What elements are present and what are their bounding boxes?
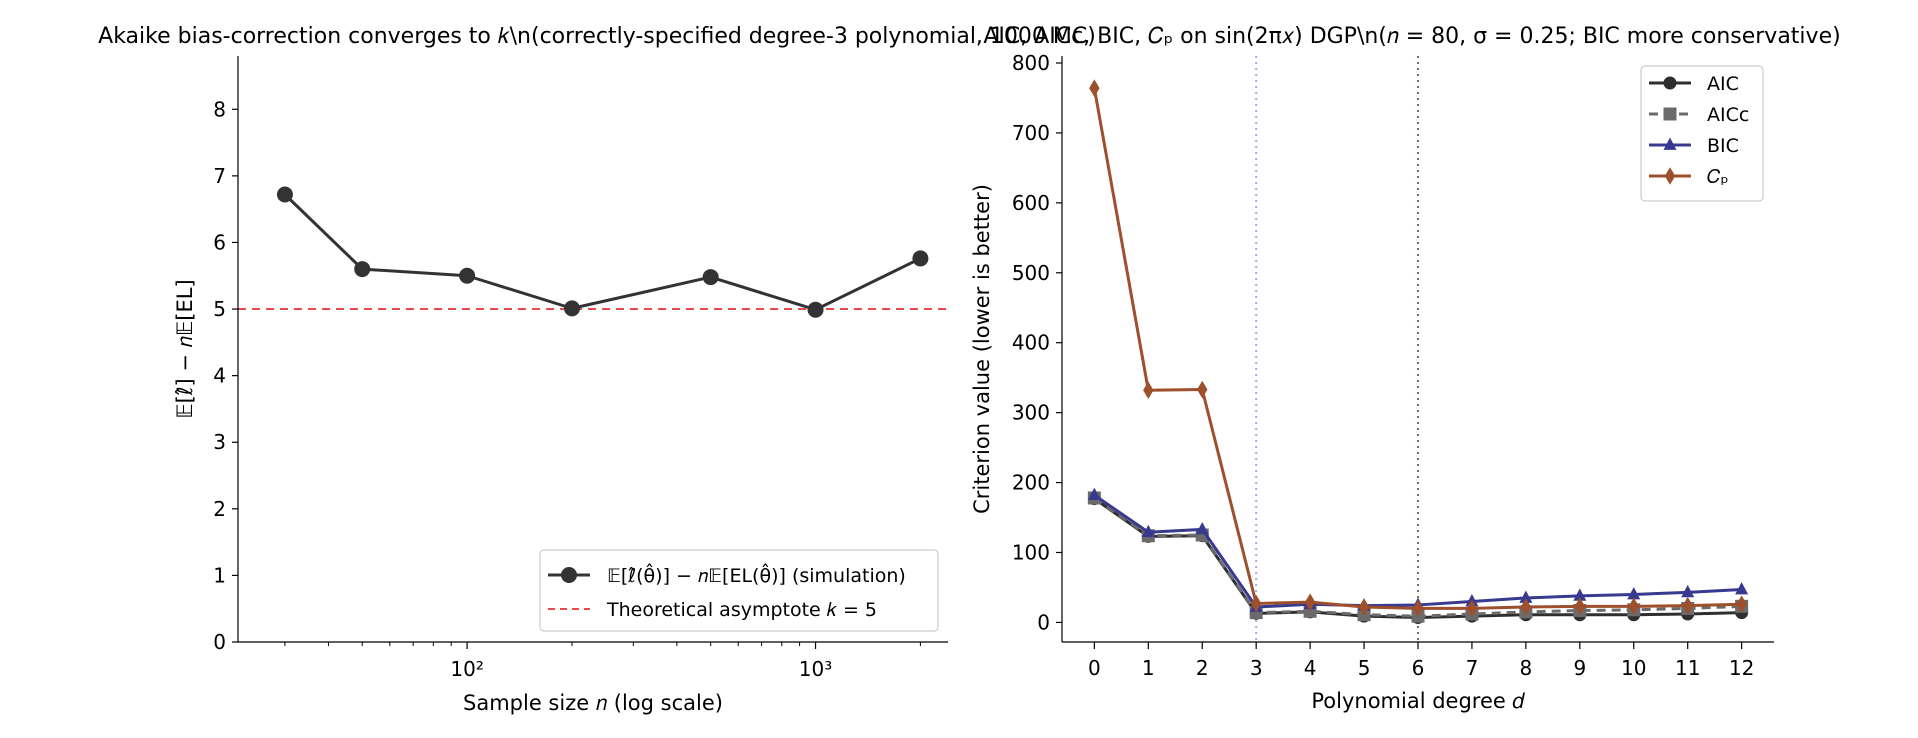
right-x-axis-label: Polynomial degree 𝑑 bbox=[1311, 689, 1525, 713]
simulation-point bbox=[459, 267, 476, 284]
simulation-point bbox=[702, 269, 719, 286]
left-legend-sim-label: 𝔼[ℓ̂(θ̂)] − 𝑛𝔼[EL(θ̂)] (simulation) bbox=[607, 563, 906, 587]
legend-cp-label: 𝐶ₚ bbox=[1707, 166, 1729, 188]
bic-point bbox=[1681, 584, 1695, 598]
cp-point bbox=[1412, 599, 1424, 618]
right-x-tick-label: 11 bbox=[1675, 656, 1700, 680]
legend-aic-label: AIC bbox=[1707, 73, 1739, 95]
bic-point bbox=[1195, 521, 1209, 535]
left-y-tick-label: 6 bbox=[213, 230, 226, 254]
bic-point bbox=[1087, 487, 1101, 501]
right-x-tick-label: 12 bbox=[1729, 656, 1754, 680]
right-y-axis-label: Criterion value (lower is better) bbox=[970, 184, 994, 514]
left-y-ticks: 0 1 2 3 4 5 6 7 8 bbox=[213, 97, 238, 654]
cp-point bbox=[1520, 598, 1532, 616]
left-y-tick-label: 8 bbox=[213, 97, 226, 121]
right-y-tick-label: 800 bbox=[1012, 51, 1050, 75]
right-x-tick-label: 2 bbox=[1196, 656, 1209, 680]
left-y-tick-label: 5 bbox=[213, 297, 226, 321]
bic-point bbox=[1735, 582, 1749, 595]
right-chart-title: AIC, AICc, BIC, 𝐶ₚ on sin(2π𝑥) DGP\n(𝑛 =… bbox=[983, 24, 1840, 49]
simulation-point bbox=[912, 250, 929, 267]
left-y-tick-label: 3 bbox=[213, 430, 226, 454]
bic-point bbox=[1627, 586, 1641, 600]
left-y-tick-label: 0 bbox=[213, 630, 226, 654]
right-x-tick-label: 4 bbox=[1304, 656, 1317, 680]
left-legend-sim-marker bbox=[561, 567, 577, 583]
left-x-tick-label: 10³ bbox=[799, 657, 832, 681]
cp-point bbox=[1574, 597, 1586, 616]
right-y-tick-label: 200 bbox=[1012, 471, 1050, 495]
legend-bic-label: BIC bbox=[1707, 135, 1739, 157]
left-y-tick-label: 7 bbox=[213, 164, 226, 188]
left-y-axis-label: 𝔼[ℓ̂] − 𝑛𝔼[EL] bbox=[173, 279, 197, 418]
simulation-point bbox=[807, 301, 824, 318]
right-x-tick-label: 8 bbox=[1520, 656, 1533, 680]
legend-aicc-label: AICc bbox=[1707, 104, 1749, 126]
left-axes bbox=[237, 56, 948, 643]
left-y-tick-label: 2 bbox=[213, 497, 226, 521]
left-chart-panel: Akaike bias-correction converges to 𝑘\n(… bbox=[98, 24, 1096, 715]
right-y-tick-label: 0 bbox=[1037, 610, 1050, 634]
right-chart-panel: AIC, AICc, BIC, 𝐶ₚ on sin(2π𝑥) DGP\n(𝑛 =… bbox=[970, 24, 1841, 713]
legend-aic-marker bbox=[1663, 76, 1677, 90]
right-x-tick-label: 9 bbox=[1573, 656, 1586, 680]
right-y-tick-label: 700 bbox=[1012, 121, 1050, 145]
left-y-tick-label: 1 bbox=[213, 563, 226, 587]
left-x-axis-label: Sample size 𝑛 (log scale) bbox=[463, 691, 723, 715]
cp-point bbox=[1736, 595, 1747, 614]
right-y-tick-label: 500 bbox=[1012, 261, 1050, 285]
right-legend-frame bbox=[1640, 65, 1764, 202]
bic-point bbox=[1141, 524, 1155, 538]
cp-point bbox=[1143, 381, 1154, 400]
right-y-tick-label: 400 bbox=[1012, 331, 1050, 355]
cp-point bbox=[1250, 594, 1262, 613]
left-x-ticks: 10² 10³ bbox=[284, 642, 921, 681]
simulation-series-line bbox=[283, 193, 922, 312]
cp-point bbox=[1089, 79, 1100, 97]
cp-point bbox=[1682, 596, 1693, 615]
cp-point bbox=[1197, 380, 1208, 399]
right-x-tick-label: 0 bbox=[1088, 656, 1101, 680]
left-legend-frame bbox=[539, 549, 939, 632]
bic-point bbox=[1573, 588, 1587, 601]
right-x-tick-label: 1 bbox=[1142, 656, 1155, 680]
simulation-point bbox=[563, 300, 580, 317]
right-x-tick-label: 10 bbox=[1621, 656, 1646, 680]
left-plot-area bbox=[238, 186, 948, 318]
right-plot-area bbox=[1087, 56, 1749, 642]
left-x-tick-label: 10² bbox=[450, 657, 483, 681]
left-legend: 𝔼[ℓ̂(θ̂)] − 𝑛𝔼[EL(θ̂)] (simulation) Theo… bbox=[539, 549, 939, 632]
simulation-point bbox=[354, 261, 371, 278]
left-chart-title: Akaike bias-correction converges to 𝑘\n(… bbox=[98, 24, 1096, 49]
right-y-tick-label: 600 bbox=[1012, 191, 1050, 215]
cp-point bbox=[1304, 593, 1316, 611]
right-x-tick-label: 5 bbox=[1358, 656, 1371, 680]
cp-point bbox=[1358, 598, 1370, 616]
legend-cp-marker bbox=[1664, 167, 1676, 185]
left-y-tick-label: 4 bbox=[213, 364, 226, 388]
right-y-tick-label: 100 bbox=[1012, 540, 1050, 564]
legend-aicc-marker bbox=[1663, 107, 1677, 121]
right-x-tick-label: 3 bbox=[1250, 656, 1263, 680]
bic-point bbox=[1519, 590, 1533, 603]
right-x-tick-label: 7 bbox=[1466, 656, 1479, 680]
left-legend-asymptote-label: Theoretical asymptote 𝑘 = 5 bbox=[606, 599, 877, 621]
cp-point bbox=[1466, 599, 1478, 618]
cp-point bbox=[1628, 597, 1639, 616]
right-y-ticks: 0 100 200 300 400 500 600 700 800 bbox=[1012, 51, 1062, 634]
right-legend: AIC AICc BIC 𝐶ₚ bbox=[1640, 65, 1764, 202]
simulation-point bbox=[276, 186, 293, 203]
right-y-tick-label: 300 bbox=[1012, 401, 1050, 425]
right-x-tick-label: 6 bbox=[1412, 656, 1425, 680]
right-x-ticks: 0 1 2 3 4 5 6 7 8 9 10 11 12 bbox=[1088, 642, 1754, 680]
legend-bic-marker bbox=[1663, 137, 1677, 150]
